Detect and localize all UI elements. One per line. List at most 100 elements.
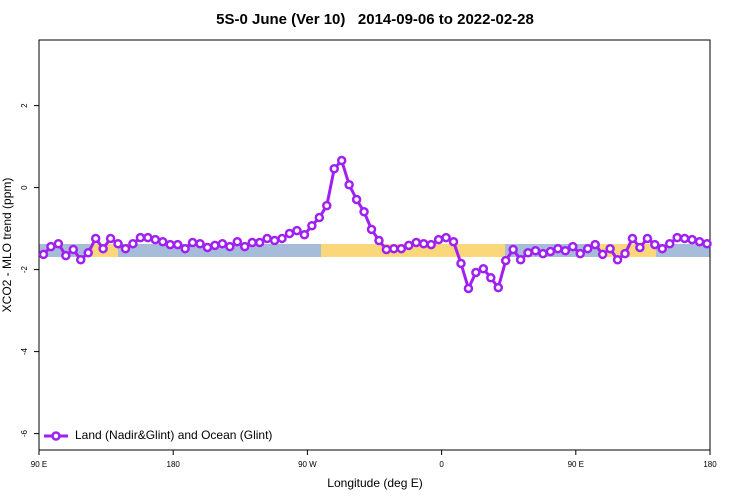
point: [46, 241, 56, 252]
point: [389, 243, 399, 254]
point: [605, 243, 615, 254]
series-line: [42, 157, 708, 293]
point: [277, 233, 287, 244]
point: [135, 232, 146, 243]
point: [486, 273, 496, 283]
y-tick-label: -4: [20, 347, 29, 355]
point: [284, 228, 295, 239]
y-tick-label: -2: [20, 265, 29, 273]
point: [515, 255, 526, 265]
point: [381, 244, 392, 255]
point: [329, 163, 339, 174]
x-tick-label: 0: [439, 460, 444, 469]
x-tick-label: 90 E: [568, 460, 584, 469]
point: [165, 239, 175, 250]
point: [664, 239, 675, 249]
x-tick-label: 90 E: [31, 460, 47, 469]
point: [76, 255, 86, 265]
point: [612, 255, 623, 265]
point: [650, 239, 660, 250]
chart-title: 5S-0 June (Ver 10) 2014-09-06 to 2022-02…: [216, 11, 534, 28]
point: [374, 235, 384, 246]
point: [642, 233, 653, 244]
point: [366, 224, 377, 235]
point: [210, 240, 220, 251]
point: [292, 225, 302, 236]
point: [113, 239, 123, 249]
point: [523, 248, 533, 258]
point: [172, 239, 183, 250]
point: [597, 249, 608, 260]
x-tick-label: 90 W: [298, 460, 317, 469]
x-axis-label: Longitude (deg E): [327, 476, 422, 490]
point: [98, 243, 108, 254]
point: [508, 244, 518, 255]
point: [471, 267, 481, 278]
point: [336, 155, 347, 166]
point: [538, 248, 548, 259]
point: [83, 248, 93, 258]
point: [217, 239, 228, 249]
x-tick-label: 180: [167, 460, 181, 469]
point: [418, 239, 429, 249]
point: [150, 234, 161, 245]
point: [478, 264, 489, 274]
point: [322, 200, 332, 211]
point: [530, 245, 541, 256]
point: [299, 230, 310, 240]
y-tick-label: 0: [20, 185, 29, 190]
point: [657, 243, 668, 254]
point: [143, 232, 153, 243]
x-tick-label: 180: [703, 460, 717, 469]
point: [575, 248, 586, 259]
point: [620, 248, 630, 259]
point: [247, 237, 257, 248]
point: [53, 239, 64, 249]
point: [158, 236, 168, 247]
point: [448, 236, 459, 247]
point: [240, 241, 250, 252]
point: [627, 233, 638, 244]
point: [344, 179, 354, 190]
point: [254, 237, 265, 248]
point: [359, 207, 369, 217]
point: [545, 246, 556, 257]
point: [269, 235, 280, 246]
point: [90, 233, 101, 244]
point: [61, 250, 71, 261]
point: [426, 239, 436, 250]
point: [68, 244, 79, 255]
y-axis-label: XCO2 - MLO trend (ppm): [0, 178, 14, 313]
point: [351, 194, 362, 205]
point: [582, 243, 593, 254]
point: [195, 239, 205, 249]
point: [500, 255, 511, 266]
point: [404, 240, 414, 251]
point: [672, 232, 682, 243]
y-tick-label: -6: [20, 429, 29, 437]
point: [590, 239, 600, 250]
point: [232, 236, 243, 247]
point: [702, 239, 712, 249]
point: [687, 234, 697, 245]
point: [411, 237, 422, 248]
point: [262, 233, 272, 244]
legend: Land (Nadir&Glint) and Ocean (Glint): [44, 428, 272, 442]
point: [694, 236, 705, 247]
point: [679, 233, 690, 244]
point: [456, 258, 466, 269]
point: [120, 243, 131, 254]
point: [553, 243, 563, 254]
legend-marker: [51, 431, 61, 441]
point: [38, 249, 49, 260]
y-tick-label: 2: [20, 103, 29, 108]
point: [441, 232, 451, 243]
point: [202, 242, 213, 253]
point: [568, 241, 578, 252]
point: [463, 283, 474, 294]
point: [635, 242, 645, 253]
point: [187, 237, 198, 248]
point: [314, 212, 325, 223]
point: [396, 243, 407, 254]
